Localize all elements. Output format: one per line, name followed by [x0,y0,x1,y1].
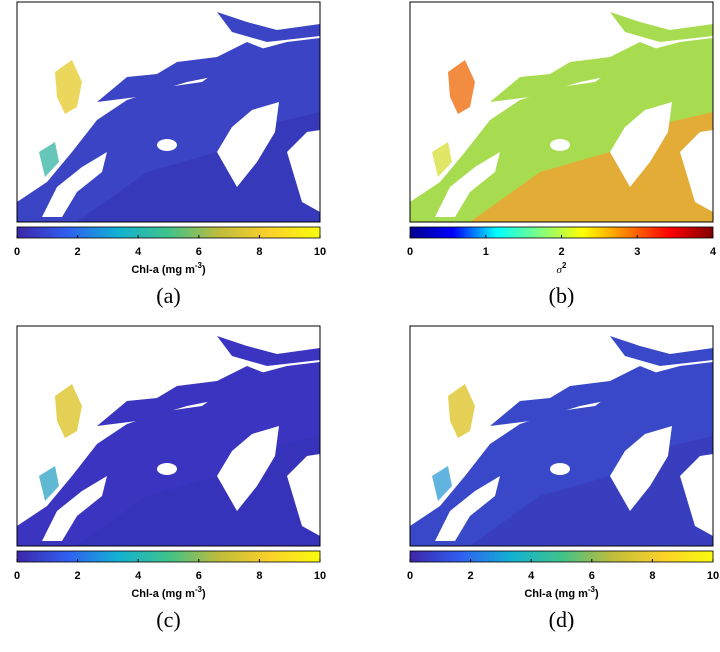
colorbar-label: Chl-a (mg m-3) [131,585,206,600]
coast-bloom [55,60,82,114]
tick-label: 1 [483,246,489,258]
land-east [287,454,320,536]
land-ns [42,152,107,217]
tick-label: 10 [314,246,326,258]
coast-mid [39,142,59,177]
gulf [490,42,660,102]
island [157,463,177,475]
label-text: Chl-a (mg m [131,588,195,600]
tick-label: 0 [407,570,413,582]
coast-mid [432,142,452,177]
tick-label: 6 [589,570,595,582]
map-frame [409,1,714,223]
panel-tag: (d) [549,607,575,632]
label-sup: -3 [195,261,203,270]
panel-tag: (a) [156,283,180,308]
tick-label: 0 [14,246,20,258]
land-ns [435,152,500,217]
label-end: ) [595,588,599,600]
tick-label: 10 [314,570,326,582]
tick-label: 10 [707,570,719,582]
north-strip [217,12,320,42]
coast-mid [39,466,59,501]
label-text: Chl-a (mg m [524,588,588,600]
north-strip [610,12,713,42]
gulf [97,42,267,102]
coast-bloom [448,60,475,114]
label-end: ) [202,264,206,276]
land-east [680,454,713,536]
coast-mid [432,466,452,501]
map-frame [16,325,321,547]
tick-label: 4 [135,246,142,258]
colorbar-label: Chl-a (mg m-3) [131,261,206,276]
gulf [490,366,660,426]
coast-bloom [448,384,475,438]
tick-label: 0 [407,246,413,258]
tick-label: 8 [256,570,262,582]
land-ns [42,476,107,541]
island [550,463,570,475]
map-frame [16,1,321,223]
tick-label: 4 [528,570,535,582]
colorbar-label: Chl-a (mg m-3) [524,585,599,600]
land-ns [435,476,500,541]
panel: 0 2 4 6 8 10 Chl-a (mg m-3) (a) [14,1,326,308]
coast-bloom [55,384,82,438]
label-text: σ [557,264,563,276]
gulf [97,366,267,426]
tick-label: 2 [75,246,81,258]
colorbar [409,550,714,563]
tick-label: 3 [634,246,640,258]
tick-label: 4 [135,570,142,582]
panel: 0 2 4 6 8 10 Chl-a (mg m-3) (c) [14,325,326,632]
tick-label: 0 [14,570,20,582]
label-sup: 2 [562,261,567,270]
land-east [287,130,320,212]
north-strip [217,336,320,366]
tick-label: 6 [196,570,202,582]
island [157,139,177,151]
land-east [680,130,713,212]
land-nf [217,102,279,187]
panel-tag: (c) [156,607,180,632]
tick-label: 6 [196,246,202,258]
colorbar [16,226,321,239]
label-end: ) [202,588,206,600]
island [550,139,570,151]
label-sup: -3 [588,585,596,594]
tick-label: 8 [256,246,262,258]
label-text: Chl-a (mg m [131,264,195,276]
north-strip [610,336,713,366]
tick-label: 8 [649,570,655,582]
tick-label: 2 [558,246,564,258]
label-sup: -3 [195,585,203,594]
land-nf [217,426,279,511]
panel: 0 1 2 3 4σ2(b) [407,1,717,308]
land-nf [610,426,672,511]
tick-label: 2 [468,570,474,582]
panel: 0 2 4 6 8 10 Chl-a (mg m-3) (d) [407,325,719,632]
colorbar [16,550,321,563]
map-frame [409,325,714,547]
land-nf [610,102,672,187]
tick-label: 4 [710,246,717,258]
colorbar-label: σ2 [557,261,567,276]
panel-tag: (b) [549,283,575,308]
tick-label: 2 [75,570,81,582]
